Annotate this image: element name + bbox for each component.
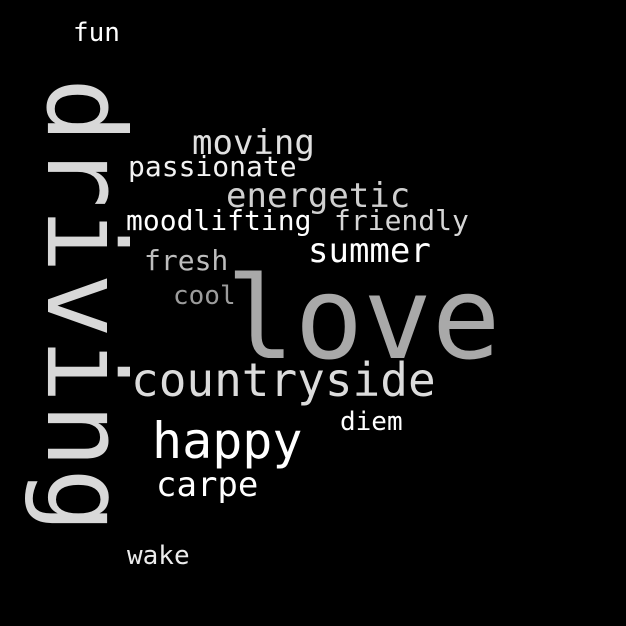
- word-passionate: passionate: [128, 150, 297, 183]
- word-cool: cool: [173, 281, 236, 311]
- word-wake: wake: [127, 541, 190, 571]
- word-moving: moving: [192, 123, 315, 163]
- word-energetic: energetic: [226, 176, 411, 216]
- word-countryside: countryside: [131, 353, 436, 407]
- word-moodlifting: moodlifting: [126, 204, 312, 237]
- word-driving: driving: [22, 78, 147, 534]
- word-love: love: [226, 252, 501, 385]
- word-fun: fun: [73, 18, 120, 48]
- word-carpe: carpe: [156, 465, 259, 505]
- word-happy: happy: [152, 412, 303, 470]
- word-summer: summer: [308, 231, 431, 271]
- word-diem: diem: [340, 407, 403, 437]
- word-friendly: friendly: [334, 204, 469, 237]
- word-fresh: fresh: [144, 244, 229, 277]
